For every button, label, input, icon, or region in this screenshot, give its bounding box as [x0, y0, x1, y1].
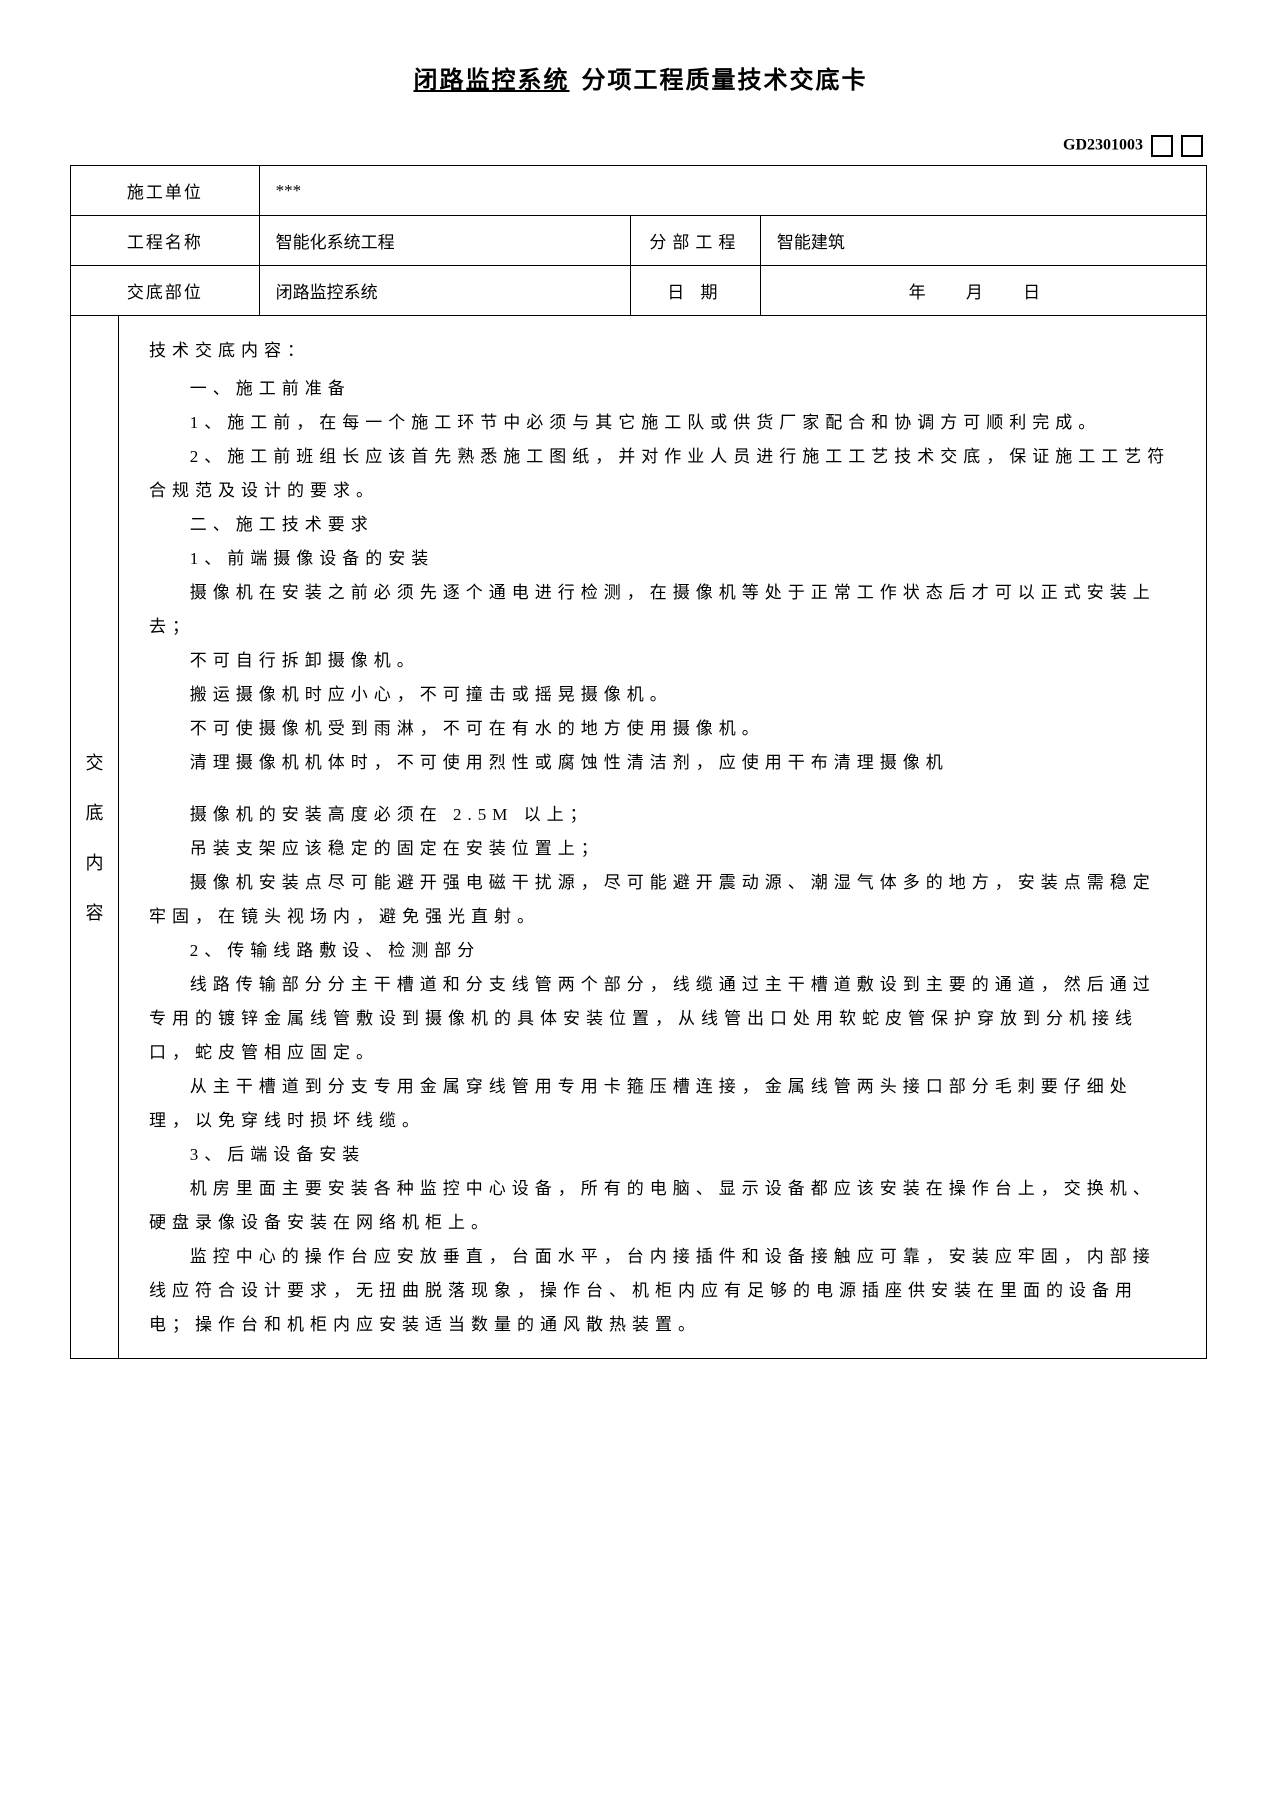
- content-para: 2、施工前班组长应该首先熟悉施工图纸，并对作业人员进行施工工艺技术交底，保证施工…: [149, 440, 1176, 508]
- content-para: 机房里面主要安装各种监控中心设备，所有的电脑、显示设备都应该安装在操作台上，交换…: [149, 1172, 1176, 1240]
- content-para: 不可使摄像机受到雨淋，不可在有水的地方使用摄像机。: [149, 712, 1176, 746]
- content-para: 摄像机在安装之前必须先逐个通电进行检测，在摄像机等处于正常工作状态后才可以正式安…: [149, 576, 1176, 644]
- content-para: 清理摄像机机体时，不可使用烈性或腐蚀性清洁剂，应使用干布清理摄像机: [149, 746, 1176, 780]
- document-title: 闭路监控系统 分项工程质量技术交底卡: [70, 60, 1207, 95]
- value-disclosure-part: 闭路监控系统: [259, 266, 630, 316]
- form-code-row: GD2301003: [70, 135, 1207, 157]
- section-2-heading: 二、施工技术要求: [149, 508, 1176, 542]
- section-1-heading: 一、施工前准备: [149, 372, 1176, 406]
- side-char-1: 交: [71, 749, 118, 775]
- value-subproject: 智能建筑: [760, 216, 1206, 266]
- content-para: 摄像机安装点尽可能避开强电磁干扰源，尽可能避开震动源、潮湿气体多的地方，安装点需…: [149, 866, 1176, 934]
- content-subheading: 2、传输线路敷设、检测部分: [149, 934, 1176, 968]
- content-side-label: 交 底 内 容: [71, 316, 119, 1359]
- content-para: 搬运摄像机时应小心，不可撞击或摇晃摄像机。: [149, 678, 1176, 712]
- content-row: 交 底 内 容 技术交底内容： 一、施工前准备 1、施工前，在每一个施工环节中必…: [71, 316, 1207, 1359]
- value-date: 年 月 日: [760, 266, 1206, 316]
- content-para: 监控中心的操作台应安放垂直，台面水平，台内接插件和设备接触应可靠，安装应牢固，内…: [149, 1240, 1176, 1342]
- label-date: 日 期: [630, 266, 760, 316]
- value-construction-unit: ***: [259, 166, 1206, 216]
- content-para: 吊装支架应该稳定的固定在安装位置上；: [149, 832, 1176, 866]
- checkbox-2: [1181, 135, 1203, 157]
- main-table: 施工单位 *** 工程名称 智能化系统工程 分部工程 智能建筑 交底部位 闭路监…: [70, 165, 1207, 1359]
- title-underlined: 闭路监控系统: [410, 68, 574, 94]
- side-char-3: 内: [71, 849, 118, 875]
- content-subheading: 3、后端设备安装: [149, 1138, 1176, 1172]
- content-subheading: 1、前端摄像设备的安装: [149, 542, 1176, 576]
- side-char-4: 容: [71, 899, 118, 925]
- table-row: 施工单位 ***: [71, 166, 1207, 216]
- content-para: 摄像机的安装高度必须在 2.5M 以上；: [149, 798, 1176, 832]
- content-para: 不可自行拆卸摄像机。: [149, 644, 1176, 678]
- content-para: 1、施工前，在每一个施工环节中必须与其它施工队或供货厂家配合和协调方可顺利完成。: [149, 406, 1176, 440]
- form-code: GD2301003: [1063, 137, 1143, 154]
- label-project-name: 工程名称: [71, 216, 260, 266]
- title-rest: 分项工程质量技术交底卡: [582, 68, 868, 94]
- content-body: 技术交底内容： 一、施工前准备 1、施工前，在每一个施工环节中必须与其它施工队或…: [119, 316, 1207, 1359]
- label-construction-unit: 施工单位: [71, 166, 260, 216]
- table-row: 交底部位 闭路监控系统 日 期 年 月 日: [71, 266, 1207, 316]
- side-char-2: 底: [71, 799, 118, 825]
- content-heading: 技术交底内容：: [149, 334, 1176, 368]
- content-para: 从主干槽道到分支专用金属穿线管用专用卡箍压槽连接，金属线管两头接口部分毛刺要仔细…: [149, 1070, 1176, 1138]
- value-project-name: 智能化系统工程: [259, 216, 630, 266]
- content-para: 线路传输部分分主干槽道和分支线管两个部分，线缆通过主干槽道敷设到主要的通道，然后…: [149, 968, 1176, 1070]
- checkbox-1: [1151, 135, 1173, 157]
- label-subproject: 分部工程: [630, 216, 760, 266]
- label-disclosure-part: 交底部位: [71, 266, 260, 316]
- table-row: 工程名称 智能化系统工程 分部工程 智能建筑: [71, 216, 1207, 266]
